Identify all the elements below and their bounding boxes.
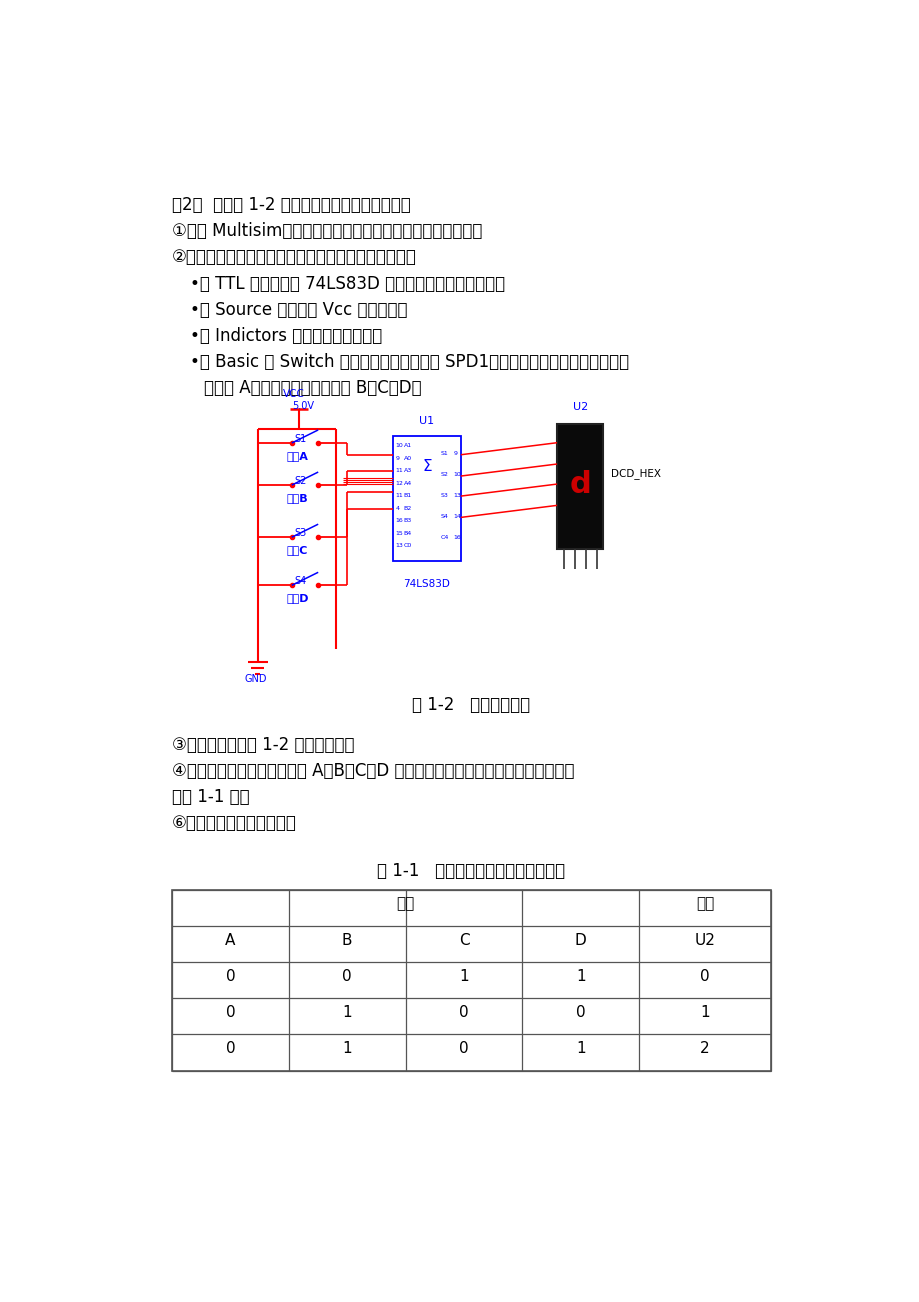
- Text: 1: 1: [575, 1042, 585, 1056]
- Text: 14: 14: [453, 514, 461, 519]
- Text: 键＝D: 键＝D: [286, 594, 308, 603]
- Text: A: A: [225, 932, 235, 948]
- Text: S2: S2: [440, 473, 448, 478]
- Text: S3: S3: [294, 529, 306, 538]
- Text: 16: 16: [395, 518, 403, 523]
- Text: 1: 1: [459, 969, 469, 984]
- Text: S1: S1: [440, 452, 448, 456]
- Bar: [172, 891, 770, 1070]
- Text: •从 TTL 工具栏选取 74LS83D 放置在电路图编辑窗口中。: •从 TTL 工具栏选取 74LS83D 放置在电路图编辑窗口中。: [189, 275, 505, 293]
- Text: S3: S3: [440, 493, 448, 499]
- Text: 11: 11: [395, 467, 403, 473]
- Text: A4: A4: [403, 480, 412, 486]
- Text: 键＝C: 键＝C: [286, 546, 307, 555]
- Text: 表 1-1   代码转换电路输入输出对应表: 表 1-1 代码转换电路输入输出对应表: [377, 862, 565, 880]
- Text: D: D: [574, 932, 586, 948]
- Text: U2: U2: [694, 932, 715, 948]
- Text: ①运行 Multisim，新建一个电路文件，保存为代码转换电路。: ①运行 Multisim，新建一个电路文件，保存为代码转换电路。: [172, 223, 482, 241]
- Text: 0: 0: [225, 969, 235, 984]
- Text: ④闭合仿真开关，分别按键盘 A、B、C、D 改变输入变量状态，将显示器件的结果填: ④闭合仿真开关，分别按键盘 A、B、C、D 改变输入变量状态，将显示器件的结果填: [172, 762, 573, 780]
- Text: C4: C4: [440, 535, 448, 540]
- Text: •从 Basic 库 Switch 按鈕选取单刀双据开关 SPD1，双击开关，开关的键盘控制设: •从 Basic 库 Switch 按鈕选取单刀双据开关 SPD1，双击开关，开…: [189, 353, 629, 371]
- Text: 12: 12: [395, 480, 403, 486]
- Text: 0: 0: [459, 1042, 469, 1056]
- Text: 1: 1: [575, 969, 585, 984]
- Text: A3: A3: [403, 467, 412, 473]
- Text: 入表 1-1 中。: 入表 1-1 中。: [172, 788, 249, 806]
- Text: 74LS83D: 74LS83D: [403, 579, 450, 590]
- Bar: [392, 436, 460, 561]
- Text: A0: A0: [403, 456, 412, 461]
- Text: 输入: 输入: [396, 897, 414, 911]
- Text: 0: 0: [225, 1042, 235, 1056]
- Text: 图 1-2   代码转换电路: 图 1-2 代码转换电路: [412, 695, 530, 713]
- Text: GND: GND: [244, 673, 267, 684]
- Text: 键＝B: 键＝B: [286, 493, 308, 503]
- Text: •从 Indictors 库选取字符显示器。: •从 Indictors 库选取字符显示器。: [189, 327, 381, 345]
- Text: ⑥说明该电路的逻辑功能。: ⑥说明该电路的逻辑功能。: [172, 814, 297, 832]
- Text: 9: 9: [395, 456, 399, 461]
- Text: ②从元器件库中选取所需元器件，放置在电路工作区。: ②从元器件库中选取所需元器件，放置在电路工作区。: [172, 249, 416, 267]
- Text: 13: 13: [395, 543, 403, 548]
- Text: 15: 15: [395, 531, 403, 535]
- Text: B2: B2: [403, 505, 412, 510]
- Text: U1: U1: [419, 415, 434, 426]
- Text: 2: 2: [699, 1042, 709, 1056]
- Text: 0: 0: [575, 1005, 585, 1019]
- Text: B: B: [342, 932, 352, 948]
- Text: C: C: [459, 932, 469, 948]
- Text: 0: 0: [699, 969, 709, 984]
- Text: 1: 1: [342, 1042, 352, 1056]
- Text: S4: S4: [440, 514, 448, 519]
- Text: 11: 11: [395, 493, 403, 499]
- Text: 输出: 输出: [695, 897, 713, 911]
- Text: 0: 0: [225, 1005, 235, 1019]
- Text: U2: U2: [572, 402, 587, 411]
- Text: ③将元件连接成图 1-2 所示的电路。: ③将元件连接成图 1-2 所示的电路。: [172, 736, 354, 754]
- Text: A1: A1: [403, 443, 412, 448]
- Text: 4: 4: [395, 505, 399, 510]
- Text: B3: B3: [403, 518, 412, 523]
- Text: 置改为 A。后面同理，分别改为 B、C、D。: 置改为 A。后面同理，分别改为 B、C、D。: [204, 379, 421, 397]
- Text: d: d: [570, 470, 591, 499]
- Text: C0: C0: [403, 543, 412, 548]
- Text: 1: 1: [699, 1005, 709, 1019]
- Text: DCD_HEX: DCD_HEX: [610, 469, 660, 479]
- Text: 1: 1: [342, 1005, 352, 1019]
- Text: （2）  分析图 1-2 所示代码转换电路的逻辑功能: （2） 分析图 1-2 所示代码转换电路的逻辑功能: [172, 197, 411, 215]
- Text: 13: 13: [453, 493, 461, 499]
- Text: 10: 10: [453, 473, 461, 478]
- Text: B1: B1: [403, 493, 412, 499]
- Text: 0: 0: [459, 1005, 469, 1019]
- Text: 9: 9: [453, 452, 457, 456]
- Text: S4: S4: [294, 577, 306, 586]
- Text: B4: B4: [403, 531, 412, 535]
- Text: Σ: Σ: [422, 458, 431, 474]
- Text: 16: 16: [453, 535, 461, 540]
- Text: S2: S2: [294, 477, 306, 486]
- Text: 0: 0: [342, 969, 352, 984]
- Text: 键＝A: 键＝A: [286, 450, 308, 461]
- Text: •从 Source 库取电源 Vcc 和数字地。: •从 Source 库取电源 Vcc 和数字地。: [189, 301, 407, 319]
- Text: S1: S1: [294, 434, 306, 444]
- Text: 5.0V: 5.0V: [291, 401, 313, 411]
- Text: 10: 10: [395, 443, 403, 448]
- Text: VCC: VCC: [283, 389, 305, 398]
- Bar: [557, 424, 603, 549]
